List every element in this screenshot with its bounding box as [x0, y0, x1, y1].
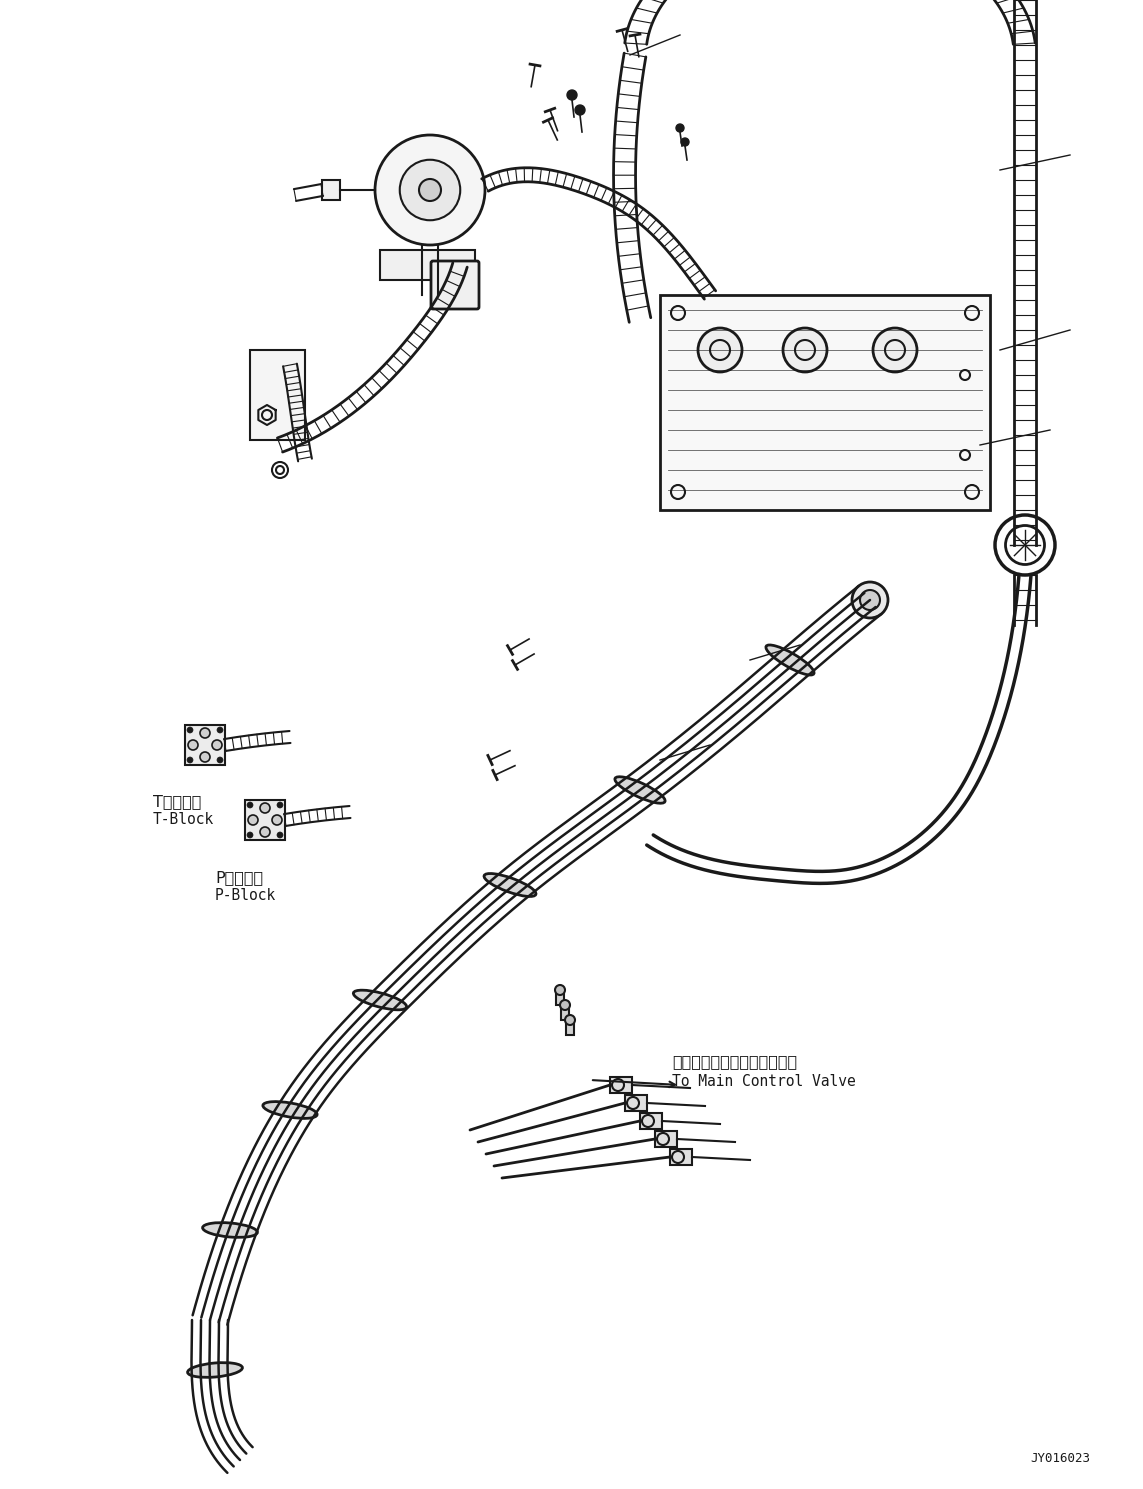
Circle shape: [437, 287, 449, 299]
Ellipse shape: [263, 1102, 317, 1118]
Circle shape: [419, 179, 441, 201]
Circle shape: [575, 106, 585, 115]
Circle shape: [277, 803, 283, 809]
Circle shape: [860, 590, 880, 610]
Circle shape: [247, 803, 253, 809]
Bar: [640, 1112, 662, 1129]
Ellipse shape: [483, 874, 536, 896]
Circle shape: [187, 727, 193, 733]
Circle shape: [461, 271, 473, 283]
Circle shape: [247, 832, 253, 838]
Ellipse shape: [766, 645, 814, 675]
Circle shape: [783, 328, 828, 372]
Circle shape: [449, 290, 461, 302]
Bar: [555, 990, 563, 1005]
Circle shape: [567, 89, 577, 100]
Text: P-Block: P-Block: [215, 889, 277, 904]
Text: T-Block: T-Block: [153, 813, 214, 828]
Circle shape: [852, 582, 888, 618]
Bar: [610, 1077, 632, 1093]
Circle shape: [461, 287, 473, 299]
Circle shape: [449, 267, 461, 278]
Text: Tブロック: Tブロック: [153, 795, 201, 810]
Ellipse shape: [353, 990, 407, 1010]
Bar: [655, 1132, 677, 1147]
Circle shape: [217, 727, 223, 733]
Circle shape: [211, 740, 222, 750]
Circle shape: [437, 271, 449, 283]
Text: JY016023: JY016023: [1030, 1452, 1090, 1465]
Bar: [250, 350, 305, 441]
Circle shape: [259, 803, 270, 813]
Circle shape: [698, 328, 742, 372]
Circle shape: [560, 1001, 570, 1010]
Circle shape: [217, 756, 223, 762]
Bar: [566, 1020, 574, 1035]
Ellipse shape: [187, 1362, 242, 1377]
Bar: [379, 250, 475, 280]
Circle shape: [187, 756, 193, 762]
Circle shape: [375, 135, 485, 246]
Circle shape: [676, 124, 684, 133]
Circle shape: [187, 740, 198, 750]
Bar: [561, 1005, 569, 1020]
Circle shape: [681, 138, 689, 146]
Bar: [185, 725, 225, 765]
Circle shape: [565, 1015, 575, 1024]
Ellipse shape: [202, 1222, 257, 1237]
Text: Pブロック: Pブロック: [215, 871, 263, 886]
Bar: [322, 180, 339, 200]
Text: メインコントロールバルブへ: メインコントロールバルブへ: [672, 1054, 797, 1069]
Circle shape: [259, 826, 270, 837]
Bar: [245, 800, 285, 840]
Bar: [670, 1150, 692, 1164]
Text: To Main Control Valve: To Main Control Valve: [672, 1075, 856, 1090]
Circle shape: [555, 986, 565, 995]
Circle shape: [873, 328, 917, 372]
Circle shape: [200, 752, 210, 762]
Circle shape: [277, 832, 283, 838]
Circle shape: [248, 814, 258, 825]
Bar: [660, 295, 990, 511]
Circle shape: [272, 814, 282, 825]
Ellipse shape: [615, 777, 665, 803]
Circle shape: [200, 728, 210, 739]
Circle shape: [400, 159, 461, 220]
FancyBboxPatch shape: [431, 261, 479, 310]
Bar: [625, 1094, 647, 1111]
